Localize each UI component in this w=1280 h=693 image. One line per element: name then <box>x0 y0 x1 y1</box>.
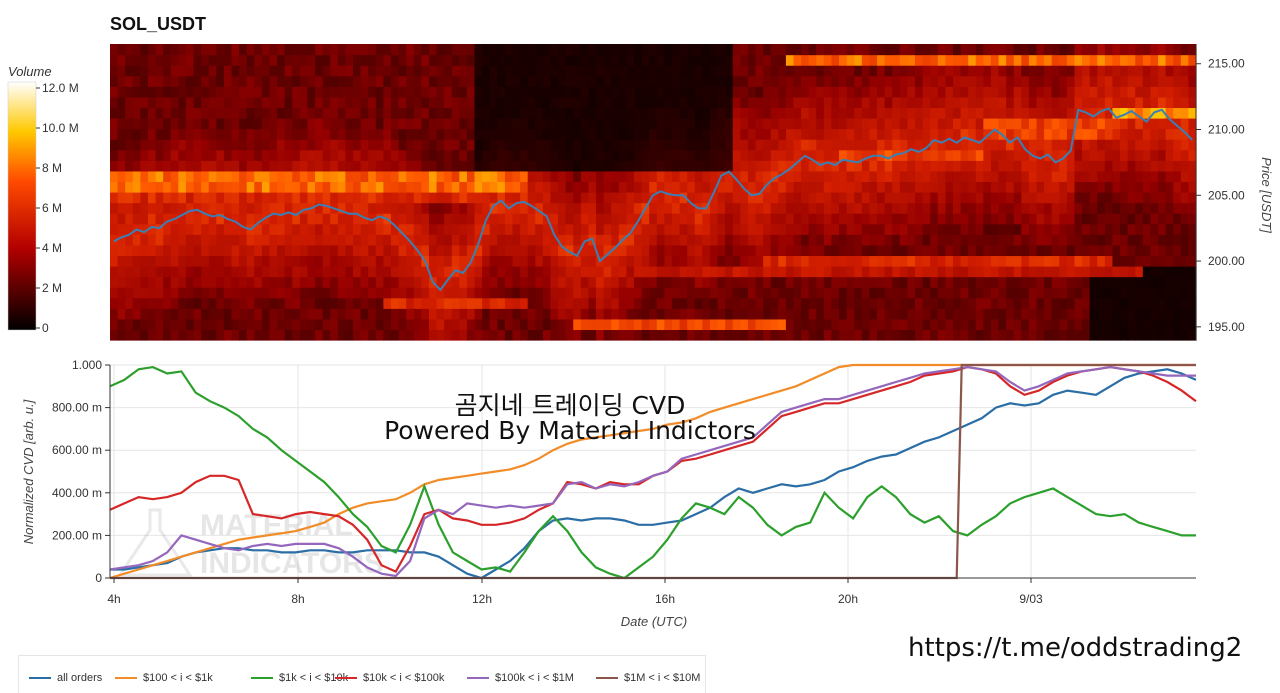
x-axis-label: Date (UTC) <box>621 614 687 629</box>
legend-item[interactable]: $100k < i < $1M <box>467 672 574 684</box>
legend-swatch <box>467 677 489 680</box>
legend-item[interactable]: $1M < i < $10M <box>596 672 700 684</box>
legend-item[interactable]: $10k < i < $100k <box>335 672 444 684</box>
cvd-series-line <box>109 365 1196 580</box>
legend-label: $100k < i < $1M <box>495 672 574 684</box>
watermark-title: 곰지네 트레이딩 CVD <box>454 391 686 420</box>
price-axis-label: Price [USDT] <box>1259 157 1274 233</box>
colorbar-tick-label: 10.0 M <box>42 121 79 135</box>
cvd-series-line <box>110 368 1197 580</box>
colorbar-tick-label: 12.0 M <box>42 81 79 95</box>
colorbar-ticks: 12.0 M 10.0 M 8 M 6 M 4 M 2 M 0 <box>36 81 79 335</box>
cvd-series <box>109 363 1197 580</box>
telegram-link[interactable]: https://t.me/oddstrading2 <box>908 633 1243 663</box>
chart-title: SOL_USDT <box>110 14 207 34</box>
watermark-subtitle: Powered By Material Indictors <box>384 416 756 445</box>
cvd-plot-area <box>110 365 1196 578</box>
y-tick-label: 0 <box>95 571 102 585</box>
colorbar-tick-label: 0 <box>42 321 49 335</box>
legend-label: $100 < i < $1k <box>143 672 213 684</box>
x-tick-label: 4h <box>107 592 120 606</box>
colorbar-tick-label: 8 M <box>42 161 62 175</box>
price-line <box>113 107 1193 292</box>
x-tick-label: 12h <box>472 592 492 606</box>
y-tick-label: 200.00 m <box>52 528 102 542</box>
x-tick-label: 16h <box>655 592 675 606</box>
price-tick-label: 205.00 <box>1208 188 1245 202</box>
colorbar <box>7 81 37 331</box>
legend-swatch <box>596 677 618 680</box>
y-tick-label: 600.00 m <box>52 443 102 457</box>
price-tick-label: 200.00 <box>1208 254 1245 268</box>
y-axis-label: Normalized CVD [arb. u.] <box>21 399 36 544</box>
legend-swatch <box>29 677 51 680</box>
price-tick-label: 195.00 <box>1208 320 1245 334</box>
x-tick-label: 20h <box>838 592 858 606</box>
price-ticks: 215.00 210.00 205.00 200.00 195.00 <box>1196 57 1245 334</box>
legend-swatch <box>251 677 273 680</box>
legend-label: all orders <box>57 672 103 684</box>
legend-swatch <box>115 677 137 680</box>
price-tick-label: 210.00 <box>1208 123 1245 137</box>
x-tick-label: 8h <box>291 592 304 606</box>
colorbar-tick-label: 6 M <box>42 201 62 215</box>
x-ticks: 4h 8h 12h 16h 20h 9/03 <box>107 578 1043 606</box>
y-ticks: 1.000 800.00 m 600.00 m 400.00 m 200.00 m 0 <box>52 358 110 585</box>
colorbar-label: Volume <box>8 64 52 79</box>
legend-swatch <box>335 677 357 680</box>
legend-label: $10k < i < $100k <box>363 672 445 684</box>
legend-item[interactable]: all orders <box>29 672 102 684</box>
colorbar-tick-label: 2 M <box>42 281 62 295</box>
legend-label: $1M < i < $10M <box>624 672 701 684</box>
y-tick-label: 800.00 m <box>52 401 102 415</box>
y-tick-label: 400.00 m <box>52 486 102 500</box>
heatmap <box>110 44 1197 341</box>
legend-item[interactable]: $100 < i < $1k <box>115 672 213 684</box>
legend: all orders $100 < i < $1k $1k < i < $10k $1… <box>18 655 706 693</box>
cvd-series-line <box>109 365 1196 578</box>
x-tick-label: 9/03 <box>1019 592 1043 606</box>
y-tick-label: 1.000 <box>72 358 102 372</box>
legend-item[interactable]: $1k < i < $10k <box>251 672 348 684</box>
price-tick-label: 215.00 <box>1208 57 1245 71</box>
colorbar-tick-label: 4 M <box>42 241 62 255</box>
legend-label: $1k < i < $10k <box>279 672 349 684</box>
